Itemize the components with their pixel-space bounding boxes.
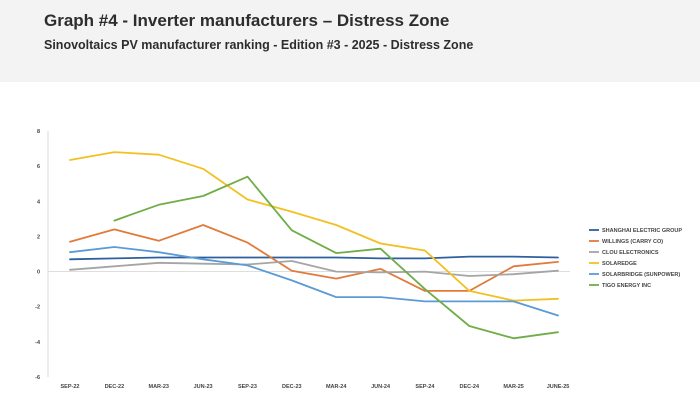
x-tick-label: SEP-23	[238, 384, 257, 390]
legend-label: WILLINGS (CARRY CO)	[602, 239, 663, 245]
x-tick-label: MAR-25	[503, 384, 523, 390]
x-tick-label: JUN-23	[194, 384, 213, 390]
x-tick-label: DEC-23	[282, 384, 302, 390]
y-tick-label: 6	[37, 164, 40, 170]
y-tick-label: -2	[35, 305, 40, 311]
x-tick-label: MAR-24	[326, 384, 347, 390]
x-tick-label: MAR-23	[148, 384, 168, 390]
series-line	[69, 151, 559, 302]
legend-label: CLOU ELECTRONICS	[602, 250, 659, 256]
page-subtitle: Sinovoltaics PV manufacturer ranking - E…	[44, 38, 474, 52]
legend-label: SHANGHAI ELECTRIC GROUP	[602, 228, 682, 234]
x-tick-label: DEC-24	[459, 384, 480, 390]
y-tick-label: 2	[37, 234, 40, 240]
page-title: Graph #4 - Inverter manufacturers – Dist…	[44, 11, 450, 30]
series-line	[69, 260, 559, 277]
x-tick-label: JUNE-25	[547, 384, 570, 390]
y-tick-label: 0	[37, 270, 40, 276]
x-tick-label: SEP-22	[61, 384, 80, 390]
x-tick-label: JUN-24	[371, 384, 391, 390]
y-tick-label: -4	[35, 340, 41, 346]
x-tick-label: SEP-24	[415, 384, 435, 390]
y-tick-label: -6	[35, 375, 40, 381]
series-line	[113, 175, 559, 340]
y-tick-label: 8	[37, 129, 40, 135]
series-line	[69, 224, 559, 292]
legend-label: SOLARBRIDGE (SUNPOWER)	[602, 272, 680, 278]
x-tick-label: DEC-22	[105, 384, 125, 390]
header-band	[0, 0, 700, 82]
y-tick-label: 4	[37, 199, 41, 205]
legend-label: SOLAREDGE	[602, 261, 637, 267]
series-line	[69, 246, 559, 317]
legend-label: TIGO ENERGY INC	[602, 283, 651, 289]
series-line	[69, 255, 559, 261]
